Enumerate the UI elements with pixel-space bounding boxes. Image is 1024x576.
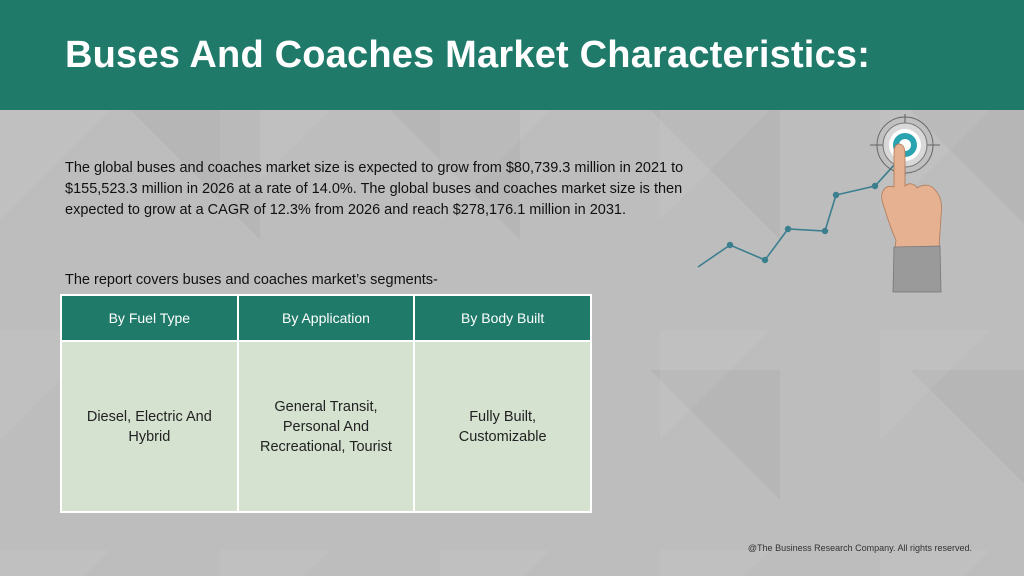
growth-points-icon (726, 182, 879, 264)
market-summary-text: The global buses and coaches market size… (65, 160, 684, 218)
segments-row: Diesel, Electric And Hybrid General Tran… (60, 340, 592, 513)
cell-fuel-type: Diesel, Electric And Hybrid (60, 340, 239, 513)
cell-application: General Transit, Personal And Recreation… (236, 340, 416, 513)
segments-header-row: By Fuel Type By Application By Body Buil… (60, 294, 592, 342)
pointing-hand-icon (881, 143, 942, 293)
segments-table: By Fuel Type By Application By Body Buil… (60, 294, 592, 513)
growth-line-icon (697, 163, 896, 268)
column-header-fuel-type: By Fuel Type (60, 294, 239, 342)
copyright-notice: @The Business Research Company. All righ… (747, 543, 972, 553)
page-title: Buses And Coaches Market Characteristics… (65, 34, 871, 76)
column-header-application: By Application (236, 294, 416, 342)
segments-intro-text: The report covers buses and coaches mark… (65, 272, 438, 288)
column-header-body-built: By Body Built (413, 294, 592, 342)
cell-body-built: Fully Built, Customizable (413, 340, 592, 513)
title-banner: Buses And Coaches Market Characteristics… (0, 0, 1024, 110)
growth-chart-target-hand-icon (697, 114, 942, 293)
